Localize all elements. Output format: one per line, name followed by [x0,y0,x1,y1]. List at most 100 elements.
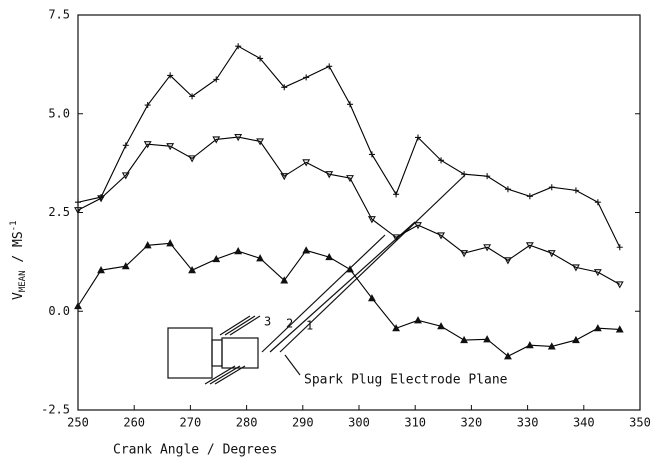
marker [121,262,130,270]
x-tick-label: 280 [236,416,258,430]
marker [367,294,376,302]
marker [483,335,492,343]
x-tick-label: 340 [573,416,595,430]
marker [346,265,354,273]
marker [525,341,534,349]
marker [526,193,533,200]
marker [213,76,220,83]
marker [143,141,152,149]
marker [256,254,265,262]
marker [97,195,105,203]
marker [256,138,265,146]
marker [460,250,469,258]
marker [257,55,264,62]
marker [414,316,422,324]
marker [143,241,152,249]
marker [547,250,556,258]
marker [392,234,401,242]
y-axis-label: VMEAN / MS-1 [9,221,28,301]
marker [235,43,242,50]
marker [572,187,579,194]
y-axis-label-sup: -1 [9,221,19,232]
series-line [77,45,621,248]
marker [167,72,174,79]
marker [437,322,445,330]
marker [75,199,81,206]
marker [325,171,334,179]
marker [188,155,197,163]
marker [188,266,197,274]
marker [437,232,445,240]
y-axis-label-main: V [11,292,26,300]
marker [572,335,580,344]
x-tick-label: 270 [180,416,202,430]
marker [504,257,512,265]
marker [616,244,623,251]
annotation: Spark Plug Electrode Plane [304,373,508,388]
marker [74,207,82,215]
marker [547,342,556,350]
x-tick-label: 250 [67,416,89,430]
x-tick-label: 290 [292,416,314,430]
marker [325,252,334,261]
y-axis-label-sub: MEAN [18,270,28,292]
y-tick-label: 7.5 [48,8,70,22]
marker [303,74,310,81]
annotation: 1 [306,319,313,333]
marker [346,175,354,183]
marker [166,143,175,151]
marker [326,63,333,70]
marker [302,159,311,167]
y-axis-label-unit: / MS [11,231,26,270]
marker [483,244,492,252]
y-tick-label: 5.0 [48,106,70,120]
marker [593,269,602,277]
y-tick-label: 0.0 [48,304,70,318]
marker [525,242,534,250]
x-tick-label: 350 [629,416,651,430]
y-tick-label: 2.5 [48,205,70,219]
marker [615,325,624,333]
marker [212,136,221,144]
marker [280,276,289,284]
marker [392,324,401,332]
series-line [77,136,621,285]
marker [368,151,375,158]
marker [189,93,196,100]
marker [460,335,469,344]
x-tick-label: 310 [404,416,426,430]
y-tick-label: -2.5 [41,403,70,417]
x-tick-label: 330 [517,416,539,430]
marker [74,301,82,310]
marker [97,266,105,274]
marker [504,352,512,360]
marker [302,246,311,254]
annotation: 2 [286,317,293,331]
marker [615,281,624,289]
marker [504,186,511,193]
marker [121,172,130,180]
marker [234,134,243,142]
marker [281,84,288,91]
marker [572,264,580,272]
x-tick-label: 320 [461,416,483,430]
engine-diagram [167,174,466,385]
marker [144,102,151,109]
marker [438,157,445,164]
marker [548,184,555,191]
marker [280,173,289,181]
x-tick-label: 300 [348,416,370,430]
plot-frame [77,14,641,411]
marker [484,173,491,180]
series-line [77,242,620,357]
marker [594,199,601,206]
marker [347,101,354,108]
annotation: 3 [264,315,271,329]
x-tick-label: 260 [123,416,145,430]
marker [367,216,376,224]
marker [212,254,221,263]
marker [166,239,175,247]
marker [122,142,129,149]
